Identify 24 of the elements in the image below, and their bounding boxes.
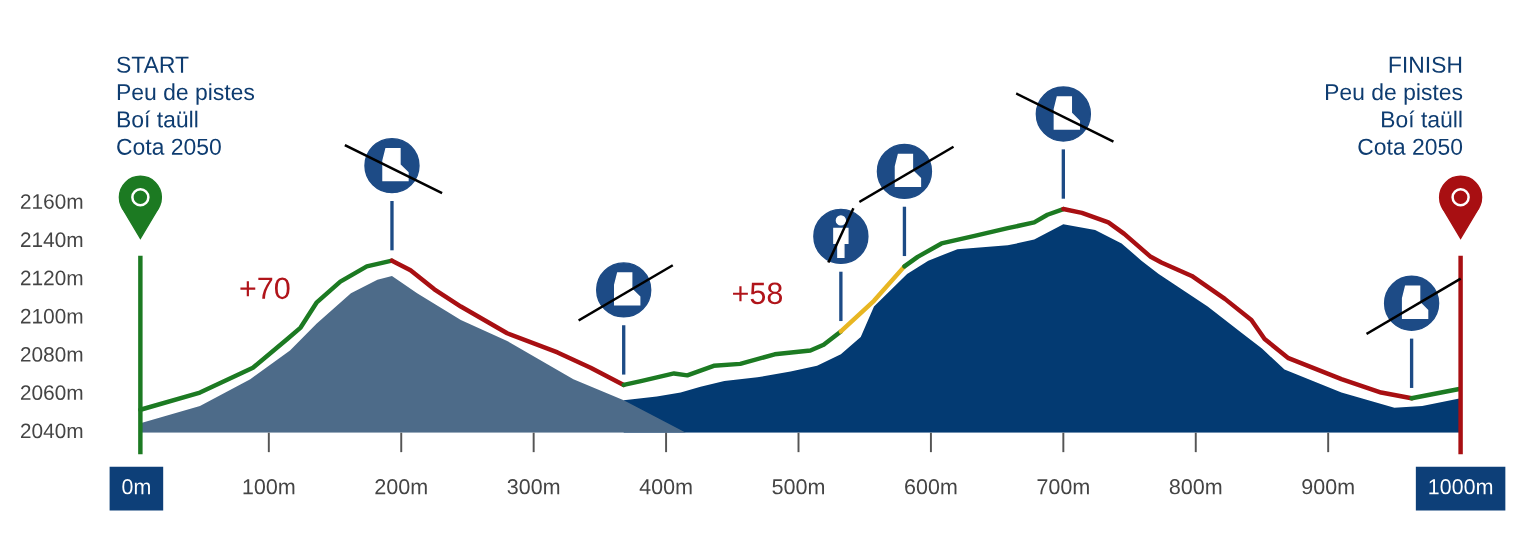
line-series <box>389 258 626 388</box>
x-tick-label: 800m <box>1169 479 1222 495</box>
x-tick-label: 100m <box>243 479 295 495</box>
text: START Peu de pistes Boí taüll Cota 2050 <box>117 56 255 155</box>
annotation: +70 <box>240 277 290 300</box>
y-tick-label: 2060m <box>20 385 83 401</box>
x-tick-label: 900m <box>1302 479 1354 495</box>
y-tick-label: 2040m <box>20 423 83 439</box>
y-tick-label: 2120m <box>20 270 83 286</box>
x-tick-label: 600m <box>905 479 957 495</box>
annotation: +58 <box>733 282 783 305</box>
x-tick-label: 400m <box>639 479 692 495</box>
x-tick-label: 200m <box>375 479 427 495</box>
x-tick-label: 300m <box>507 479 560 495</box>
y-tick-label: 2140m <box>20 232 83 248</box>
x-tick-label: 500m <box>772 479 825 495</box>
y-tick-label: 2080m <box>20 347 83 362</box>
y-tick-label: 2100m <box>20 308 83 324</box>
text: FINISH Peu de pistes Boí taüll Cota 2050 <box>1326 56 1463 155</box>
x-tick-label: 0m <box>122 479 150 495</box>
line-series <box>902 206 1066 269</box>
y-tick-label: 2160m <box>20 194 83 209</box>
x-tick-label: 700m <box>1037 479 1089 495</box>
x-tick-label: 1000m <box>1429 479 1493 495</box>
